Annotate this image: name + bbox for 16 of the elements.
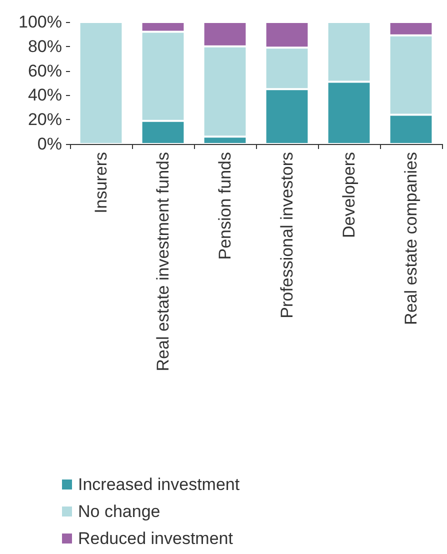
x-tick-label: Insurers xyxy=(92,152,110,214)
x-tick-label: Professional investors xyxy=(278,152,296,318)
y-tick-label: 0% xyxy=(37,134,62,154)
y-tick-label: 60% xyxy=(28,61,62,80)
x-tick-label: Pension funds xyxy=(216,152,234,260)
y-tick-label: 40% xyxy=(28,86,62,105)
legend-label: No change xyxy=(78,502,160,521)
legend-label: Reduced investment xyxy=(78,529,234,548)
y-tick-label: 80% xyxy=(28,36,62,56)
x-tick-label: Real estate companies xyxy=(402,152,420,325)
y-tick-label: 100% xyxy=(18,12,62,32)
bar xyxy=(79,22,123,144)
x-tick-label: Developers xyxy=(340,152,358,238)
legend-label: Increased investment xyxy=(78,475,240,494)
x-tick-label: Real estate investment funds xyxy=(154,152,172,372)
y-tick-label: 20% xyxy=(28,110,62,130)
